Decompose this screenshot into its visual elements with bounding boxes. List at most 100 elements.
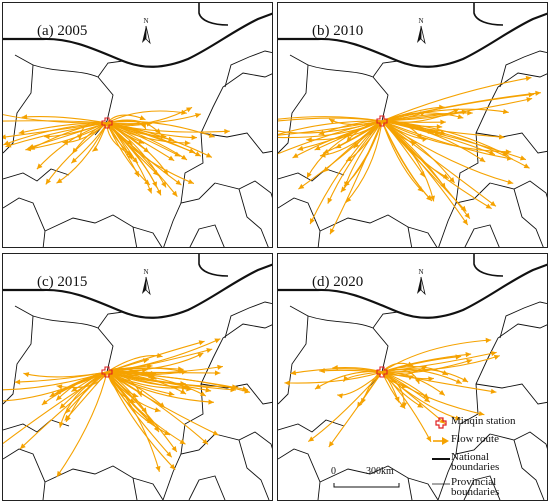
- map-canvas: [278, 3, 547, 247]
- provincial-boundary: [3, 305, 34, 405]
- flow-arrowhead: [457, 114, 464, 120]
- flow-arrowhead: [462, 377, 469, 383]
- flow-arrowhead: [318, 130, 325, 136]
- national-boundary: [3, 12, 272, 68]
- flow-arrowhead: [191, 134, 198, 141]
- provincial-boundary: [513, 439, 545, 500]
- national-boundary: [3, 263, 272, 319]
- minqin-station-marker: [376, 366, 388, 378]
- flow-arrowhead: [394, 396, 400, 403]
- flow-route: [106, 122, 182, 186]
- flow-arrowhead: [198, 340, 205, 346]
- flow-arrowhead: [297, 145, 304, 151]
- national-boundary: [473, 3, 504, 26]
- flow-arrowhead: [523, 163, 530, 169]
- flow-route: [106, 365, 153, 373]
- provincial-boundary: [407, 477, 413, 500]
- provincial-boundary: [189, 224, 225, 247]
- flow-arrowhead: [290, 370, 297, 376]
- flow-arrowhead: [159, 402, 165, 408]
- flow-arrowhead: [535, 90, 541, 96]
- flow-arrowhead: [424, 396, 430, 403]
- flow-route: [278, 120, 383, 136]
- flow-route: [381, 77, 532, 122]
- flow-arrowhead: [168, 391, 175, 397]
- national-boundary: [473, 254, 504, 277]
- flow-route: [381, 120, 514, 184]
- legend-national: National boundaries: [431, 452, 521, 473]
- flow-arrowhead: [44, 134, 50, 140]
- flow-route: [381, 368, 469, 383]
- provincial-boundary: [200, 132, 272, 154]
- north-arrow-icon: N: [414, 268, 428, 302]
- flow-route: [56, 122, 108, 184]
- flow-arrowhead: [180, 389, 187, 394]
- station-cross-icon: [431, 416, 451, 430]
- flow-arrowhead: [174, 151, 181, 157]
- flow-arrowhead: [327, 197, 333, 204]
- provincial-boundary: [132, 226, 138, 247]
- flow-arrowhead: [156, 352, 163, 359]
- flow-arrowhead: [181, 154, 187, 160]
- flow-arrowhead: [214, 370, 221, 376]
- provincial-boundary: [475, 383, 547, 405]
- map-panel-2020: (d) 2020 N: [277, 253, 548, 501]
- flow-arrowhead: [426, 435, 431, 442]
- flow-arrowhead: [340, 186, 347, 193]
- provincial-boundary: [278, 305, 309, 405]
- provincial-boundary: [278, 54, 309, 154]
- flow-arrowhead: [490, 388, 497, 394]
- flow-route: [290, 368, 383, 375]
- flow-arrowhead: [137, 390, 143, 397]
- flow-route: [56, 371, 108, 478]
- flow-arrowhead: [454, 415, 461, 421]
- provincial-boundary: [224, 50, 272, 88]
- flow-arrowhead: [308, 436, 315, 442]
- flow-arrowhead: [460, 205, 467, 212]
- flow-arrowhead: [502, 108, 509, 115]
- legend-flow: Flow route: [431, 434, 499, 450]
- provincial-boundary: [180, 323, 272, 455]
- flow-arrowhead: [92, 146, 99, 152]
- flow-route: [106, 371, 214, 403]
- flow-arrowhead: [177, 366, 184, 372]
- flow-arrowhead: [244, 388, 251, 394]
- map-canvas: [3, 3, 272, 247]
- flow-route: [278, 120, 383, 136]
- flow-arrowhead: [323, 166, 329, 173]
- flow-arrowhead: [353, 142, 360, 149]
- flow-arrowhead: [58, 421, 64, 428]
- flow-arrowhead: [346, 136, 353, 142]
- provincial-boundary: [278, 168, 345, 182]
- flow-route: [3, 114, 108, 124]
- flow-arrowhead: [434, 130, 441, 135]
- flow-arrowhead: [3, 134, 7, 140]
- flow-route: [381, 120, 426, 178]
- flow-arrowhead: [306, 172, 312, 179]
- flow-arrowhead: [141, 122, 146, 129]
- flow-arrowhead: [479, 156, 486, 162]
- flow-route: [381, 120, 424, 193]
- flow-arrowhead: [414, 377, 420, 384]
- flow-arrowhead: [343, 180, 350, 187]
- flow-route: [381, 120, 513, 160]
- north-arrow-icon: N: [139, 268, 153, 302]
- flow-route: [343, 120, 383, 187]
- flow-route: [278, 120, 383, 139]
- flow-route: [106, 113, 202, 125]
- national-boundary: [278, 263, 547, 319]
- flow-arrowhead: [526, 97, 533, 103]
- flow-arrowhead: [154, 407, 161, 413]
- provincial-boundary: [32, 315, 114, 387]
- flow-route: [106, 348, 213, 373]
- flow-arrowhead: [330, 228, 335, 235]
- provincial-boundary: [499, 301, 547, 339]
- flow-arrowhead: [18, 129, 25, 135]
- flow-arrowhead: [36, 163, 43, 170]
- flow-arrowhead: [206, 347, 213, 354]
- provincial-boundary: [475, 132, 547, 154]
- flow-arrowhead: [56, 384, 63, 390]
- flow-arrowhead: [14, 379, 21, 385]
- flow-arrowhead: [163, 430, 170, 435]
- flow-route: [3, 122, 108, 146]
